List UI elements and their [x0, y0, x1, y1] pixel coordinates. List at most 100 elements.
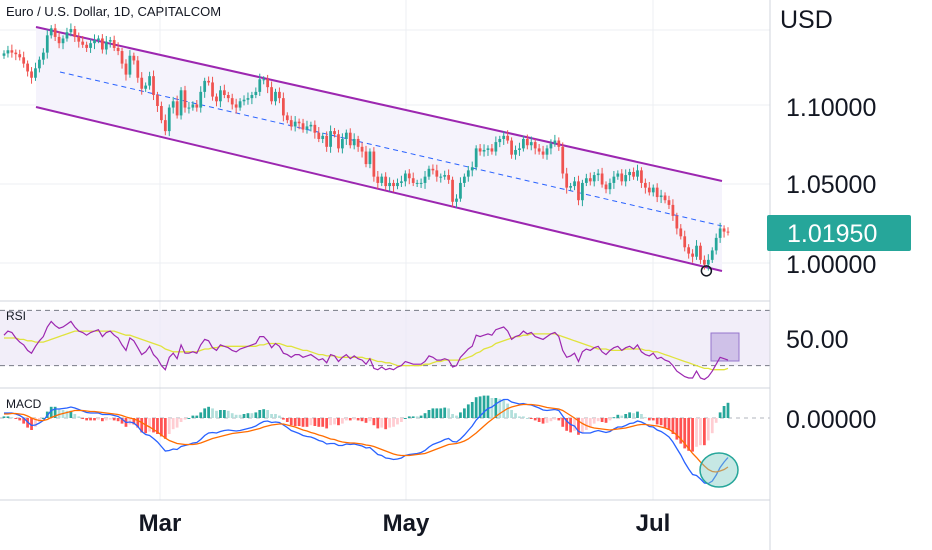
histogram-bar	[156, 418, 159, 434]
histogram-bar	[215, 410, 218, 418]
histogram-bar	[537, 418, 541, 422]
histogram-bar	[478, 396, 482, 418]
histogram-bar	[348, 418, 352, 421]
histogram-bar	[384, 418, 388, 430]
candle-body	[14, 52, 18, 55]
candle-body	[683, 236, 687, 248]
histogram-bar	[392, 418, 395, 427]
candle-body	[643, 182, 647, 188]
candle-body	[392, 182, 395, 187]
histogram-bar	[612, 417, 616, 419]
candle-body	[533, 142, 537, 149]
histogram-bar	[289, 418, 293, 426]
candle-body	[545, 148, 549, 155]
histogram-bar	[246, 413, 250, 418]
histogram-bar	[175, 418, 179, 428]
candle-body	[258, 79, 262, 92]
candle-body	[510, 140, 513, 155]
candle-body	[136, 60, 140, 78]
candle-body	[10, 50, 14, 53]
candle-body	[163, 120, 167, 132]
candle-body	[490, 148, 494, 152]
histogram-bar	[525, 418, 529, 419]
candle-body	[498, 138, 502, 143]
candle-body	[376, 176, 380, 183]
price-axis[interactable]: USD 1.10000 1.05000 1.00000 1.01950 50.0…	[767, 6, 911, 434]
histogram-bar	[722, 406, 726, 418]
channel-upper-line[interactable]	[35, 26, 723, 182]
candle-body	[565, 173, 569, 188]
candle-body	[337, 134, 340, 149]
candle-body	[270, 87, 273, 102]
histogram-bar	[403, 418, 407, 419]
candle-body	[242, 99, 246, 102]
candle-body	[140, 77, 144, 89]
candle-body	[675, 215, 679, 229]
histogram-bar	[640, 414, 643, 418]
channel-lower-line[interactable]	[35, 106, 723, 272]
candle-body	[317, 132, 321, 139]
histogram-bar	[679, 418, 683, 444]
candle-body	[41, 52, 45, 60]
histogram-bar	[510, 410, 513, 418]
candle-body	[171, 101, 175, 108]
signal-line	[4, 403, 729, 473]
candle-body	[478, 148, 482, 152]
histogram-bar	[592, 418, 596, 424]
time-axis[interactable]: Mar May Jul	[139, 510, 671, 537]
candle-body	[238, 101, 242, 108]
candle-body	[100, 38, 104, 50]
candle-body	[207, 80, 210, 83]
candle-body	[459, 182, 462, 199]
histogram-bar	[132, 418, 136, 425]
histogram-bar	[179, 418, 183, 422]
histogram-bar	[317, 418, 321, 427]
candle-body	[522, 138, 525, 149]
candle-body	[128, 55, 132, 75]
candle-body	[45, 35, 49, 53]
rsi-label: RSI	[6, 309, 26, 323]
histogram-bar	[459, 412, 462, 418]
histogram-bar	[427, 410, 431, 418]
histogram-bar	[486, 395, 490, 418]
currency-label: USD	[780, 6, 833, 34]
candle-body	[203, 80, 207, 92]
swing-low-marker[interactable]	[700, 265, 713, 277]
histogram-bar	[77, 416, 81, 418]
macd-cross-highlight[interactable]	[699, 452, 739, 488]
rsi-tick-label: 50.00	[786, 326, 849, 354]
candle-body	[726, 231, 730, 233]
histogram-bar	[89, 418, 92, 421]
histogram-bar	[140, 418, 144, 433]
histogram-bar	[522, 416, 525, 418]
histogram-bar	[691, 418, 694, 452]
histogram-bar	[191, 415, 195, 418]
histogram-bar	[407, 416, 411, 418]
candle-body	[537, 148, 541, 152]
macd-tick-label: 0.00000	[786, 406, 876, 434]
candle-body	[250, 95, 254, 99]
candle-body	[297, 121, 301, 124]
histogram-bar	[533, 418, 537, 421]
rsi-ma-line	[4, 330, 729, 371]
histogram-bar	[57, 409, 61, 418]
candle-body	[368, 151, 372, 165]
candle-body	[447, 175, 451, 180]
histogram-bar	[104, 418, 108, 421]
histogram-bar	[356, 418, 360, 421]
histogram-bar	[659, 418, 663, 426]
rsi-highlight-box[interactable]	[710, 332, 740, 362]
candle-body	[34, 68, 37, 78]
candle-body	[655, 187, 659, 198]
candle-body	[451, 179, 454, 202]
price-tick-label: 1.05000	[786, 171, 876, 199]
candle-body	[494, 142, 498, 152]
histogram-bar	[14, 418, 18, 419]
candle-body	[6, 50, 10, 54]
histogram-bar	[584, 418, 588, 430]
histogram-bar	[596, 418, 600, 422]
candle-body	[640, 170, 643, 183]
candle-body	[77, 36, 81, 42]
histogram-bar	[573, 418, 576, 431]
